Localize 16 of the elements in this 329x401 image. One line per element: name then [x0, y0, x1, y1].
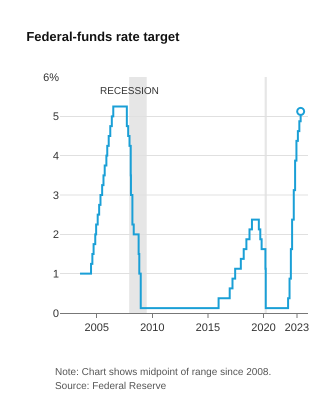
y-tick-label: 0 [52, 308, 59, 320]
x-tick-label: 2015 [196, 322, 220, 334]
band-label: RECESSION [100, 86, 159, 97]
y-tick-label: 2 [52, 229, 59, 242]
x-tick-label: 2020 [251, 322, 276, 334]
y-tick-label: 1 [52, 268, 59, 281]
y-tick-label: 3 [52, 190, 59, 202]
source-note: Source: Federal Reserve [55, 381, 167, 392]
y-tick-label: 4 [52, 150, 59, 163]
y-tick-label: 5 [52, 111, 59, 124]
x-tick-label: 2005 [84, 322, 109, 334]
chart-title: Federal-funds rate target [26, 29, 180, 44]
x-tick-label: 2010 [140, 322, 165, 334]
x-tick-label: 2023 [284, 322, 310, 334]
text: Note: Chart shows midpoint of range since 2008. [55, 367, 272, 378]
y-tick-label: 6% [43, 72, 60, 84]
